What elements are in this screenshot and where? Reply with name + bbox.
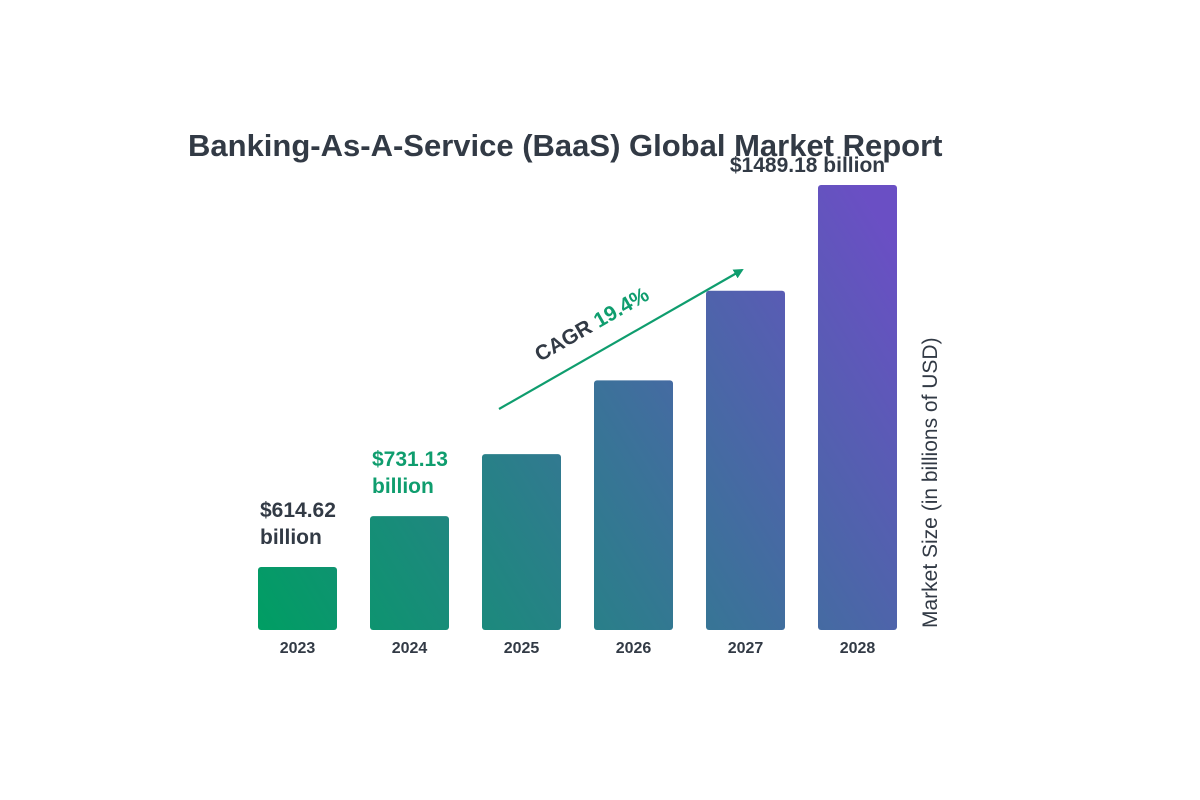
data-label-2024: $731.13 billion [372, 448, 448, 498]
y-axis-label: Market Size (in billions of USD) [919, 337, 942, 628]
bar-2023 [258, 567, 337, 630]
x-tick-label-2026: 2026 [616, 640, 652, 657]
bar-2028 [818, 185, 897, 630]
bar-2024 [370, 516, 449, 630]
x-tick-label-2024: 2024 [392, 640, 428, 657]
chart-title: Banking-As-A-Service (BaaS) Global Marke… [188, 128, 943, 163]
x-tick-label-2027: 2027 [728, 640, 764, 657]
data-label-2023: $614.62 billion [260, 499, 336, 549]
data-label-2028: $1489.18 billion [730, 154, 885, 177]
bar-2025 [482, 454, 561, 630]
x-tick-label-2025: 2025 [504, 640, 540, 657]
bar-2027 [706, 290, 785, 630]
bar-2026 [594, 380, 673, 630]
cagr-annotation: CAGR19.4% [531, 283, 653, 366]
x-tick-label-2023: 2023 [280, 640, 316, 657]
cagr-arrow [498, 269, 744, 410]
x-tick-label-2028: 2028 [840, 640, 876, 657]
